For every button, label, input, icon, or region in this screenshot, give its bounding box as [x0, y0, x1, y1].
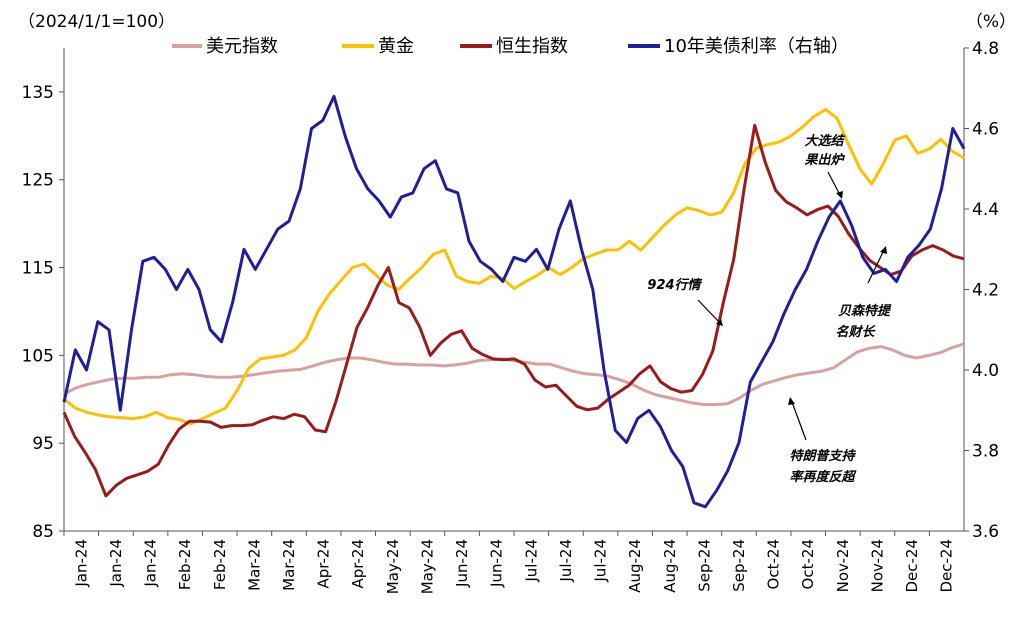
x-tick-label: Nov-24 [868, 539, 886, 592]
x-tick-label: Jan-24 [72, 539, 90, 588]
annotation-trump: 特朗普支持 率再度反超 [788, 397, 857, 485]
annotation-924-arrow [697, 299, 721, 324]
x-tick-label: Oct-24 [799, 539, 817, 589]
annotation-election-line1: 大选结 [804, 133, 845, 149]
right-axis-ticks: 3.6 3.8 4.0 4.2 4.4 4.6 4.8 [964, 39, 999, 542]
left-axis-unit-label: （2024/1/1=100） [18, 12, 175, 32]
x-tick-label: Apr-24 [315, 539, 333, 589]
right-axis-unit-label: （%） [966, 12, 1016, 32]
x-tick-label: Nov-24 [834, 539, 852, 592]
annotation-924-arrowhead [716, 319, 723, 326]
x-tick-label: May-24 [384, 539, 402, 594]
annotation-bessent-arrow [867, 249, 885, 284]
x-tick-label: Jul-24 [557, 539, 575, 583]
annotation-election-arrow [827, 171, 841, 196]
series-hang-seng [62, 123, 965, 498]
x-tick-label: Dec-24 [938, 539, 956, 593]
annotation-924: 924行情 [647, 277, 723, 326]
x-tick-label: Jul-24 [592, 539, 610, 583]
annotation-trump-arrowhead [788, 397, 795, 405]
legend: 美元指数 黄金 恒生指数 10年美债利率（右轴） [172, 36, 849, 57]
legend-item-gold: 黄金 [342, 36, 414, 57]
x-tick-label: Dec-24 [903, 539, 921, 593]
right-tick-label: 3.8 [972, 442, 999, 462]
x-tick-label: Apr-24 [349, 539, 367, 589]
annotation-election-line2: 果出炉 [804, 152, 845, 168]
right-tick-label: 4.4 [972, 200, 999, 220]
annotation-trump-line1: 特朗普支持 [789, 448, 856, 464]
left-tick-label: 135 [22, 83, 54, 103]
left-tick-label: 85 [32, 522, 54, 542]
x-tick-label: Jul-24 [522, 539, 540, 583]
legend-label-usd-index: 美元指数 [206, 36, 278, 57]
series-usd-index [63, 342, 965, 406]
right-tick-label: 4.6 [972, 120, 999, 140]
right-tick-label: 3.6 [972, 522, 999, 542]
right-tick-label: 4.8 [972, 39, 999, 59]
x-tick-label: Jan-24 [107, 539, 125, 588]
annotation-924-label: 924行情 [647, 277, 702, 293]
x-tick-label: Mar-24 [280, 539, 298, 591]
legend-label-gold: 黄金 [378, 36, 414, 57]
x-axis-ticks: Jan-24 Jan-24 Jan-24 Feb-24 Feb-24 Mar-24 Mar-… [63, 531, 956, 594]
annotation-bessent-line2: 名财长 [835, 324, 876, 340]
series-us10y [62, 94, 966, 509]
x-tick-label: Jun-24 [488, 539, 506, 588]
left-tick-label: 105 [22, 346, 54, 366]
legend-item-us10y: 10年美债利率（右轴） [628, 36, 849, 57]
legend-label-hang-seng: 恒生指数 [496, 36, 568, 57]
annotation-election-arrowhead [836, 191, 843, 199]
annotation-election: 大选结 果出炉 [804, 133, 845, 199]
x-tick-label: Sep-24 [730, 539, 748, 592]
x-tick-label: Aug-24 [626, 539, 644, 593]
annotation-bessent: 贝森特提 名财长 [835, 246, 892, 340]
left-axis-ticks: 85 95 105 115 125 135 [22, 83, 64, 542]
annotation-bessent-arrowhead [880, 246, 887, 254]
left-tick-label: 95 [32, 434, 54, 454]
x-tick-label: Jun-24 [453, 539, 471, 588]
right-tick-label: 4.2 [972, 281, 999, 301]
series-gold [63, 108, 965, 426]
annotation-trump-line2: 率再度反超 [789, 469, 857, 485]
annotation-bessent-line1: 贝森特提 [838, 303, 892, 319]
x-tick-label: Sep-24 [695, 539, 713, 592]
x-tick-label: Oct-24 [765, 539, 783, 589]
x-tick-label: Jan-24 [142, 539, 160, 588]
right-tick-label: 4.0 [972, 361, 999, 381]
x-tick-label: Mar-24 [245, 539, 263, 591]
x-tick-label: Aug-24 [661, 539, 679, 593]
series-layer [62, 94, 966, 509]
legend-item-usd-index: 美元指数 [172, 36, 278, 57]
x-tick-label: May-24 [418, 539, 436, 594]
x-tick-label: Feb-24 [176, 539, 194, 590]
left-tick-label: 125 [22, 171, 54, 191]
legend-label-us10y: 10年美债利率（右轴） [664, 36, 849, 57]
x-tick-label: Feb-24 [211, 539, 229, 590]
legend-item-hang-seng: 恒生指数 [460, 36, 568, 57]
left-tick-label: 115 [22, 259, 54, 279]
annotation-trump-arrow [791, 401, 807, 441]
